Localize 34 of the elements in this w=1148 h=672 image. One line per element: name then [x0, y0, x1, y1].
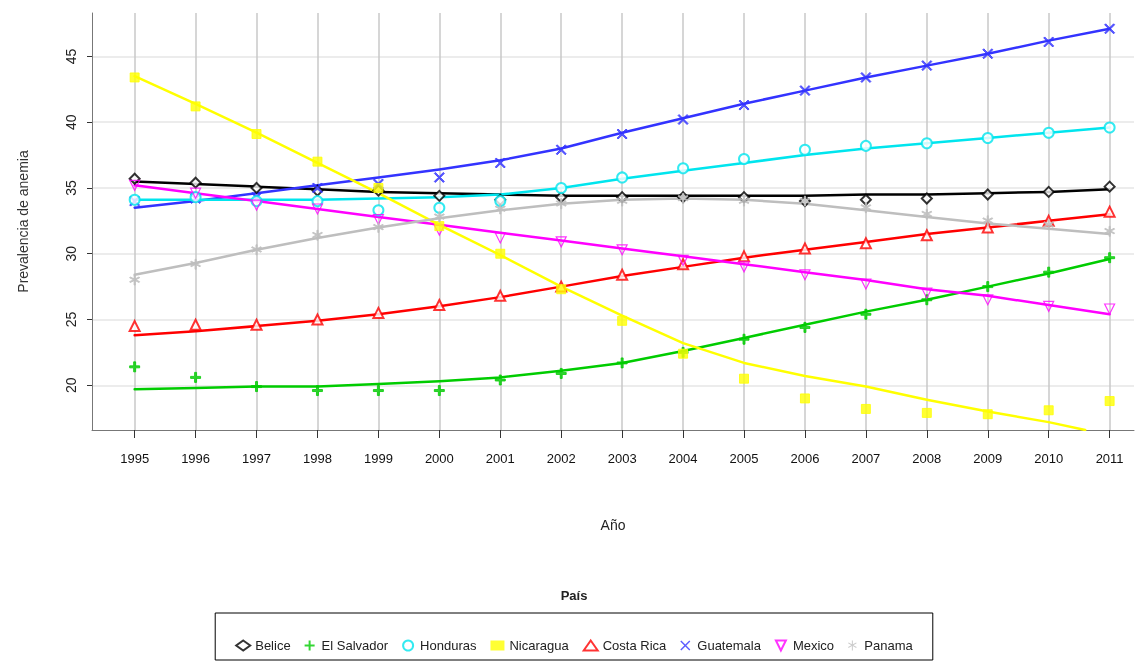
- legend-label: Honduras: [420, 638, 477, 653]
- x-tick-label: 2005: [729, 451, 759, 466]
- x-tick-label: 2000: [424, 451, 454, 466]
- x-tick-label: 2007: [851, 451, 881, 466]
- y-tick-label: 30: [63, 245, 79, 262]
- x-tick-label: 1997: [242, 451, 271, 466]
- y-tick-label: 20: [63, 377, 79, 394]
- x-tick-label: 2001: [485, 451, 515, 466]
- legend-label: Nicaragua: [509, 638, 570, 653]
- x-tick-label: 1998: [303, 451, 332, 466]
- y-axis-title: Prevalencia de anemia: [15, 150, 31, 293]
- legend-label: Belice: [255, 638, 291, 653]
- x-tick-label: 2008: [912, 451, 942, 466]
- x-tick-label: 2003: [607, 451, 637, 466]
- y-tick-label: 45: [63, 48, 79, 65]
- y-tick-label: 25: [63, 311, 79, 328]
- x-axis-title: Año: [600, 517, 626, 533]
- legend-title: País: [560, 588, 588, 603]
- x-tick-label: 2002: [546, 451, 576, 466]
- x-tick-label: 2004: [668, 451, 698, 466]
- x-tick-label: 2006: [790, 451, 820, 466]
- x-tick-label: 1996: [181, 451, 211, 466]
- x-tick-label: 2010: [1034, 451, 1064, 466]
- x-tick-label: 2009: [973, 451, 1003, 466]
- legend-label: Costa Rica: [602, 638, 668, 653]
- legend-label: Panama: [864, 638, 914, 653]
- y-tick-label: 35: [63, 179, 79, 196]
- y-tick-label: 40: [63, 114, 79, 130]
- legend-label: El Salvador: [321, 638, 389, 653]
- x-tick-label: 1995: [120, 451, 150, 466]
- x-tick-label: 2011: [1095, 451, 1124, 466]
- legend-label: Guatemala: [697, 638, 762, 653]
- x-tick-label: 1999: [363, 451, 393, 466]
- legend-label: Mexico: [792, 638, 835, 653]
